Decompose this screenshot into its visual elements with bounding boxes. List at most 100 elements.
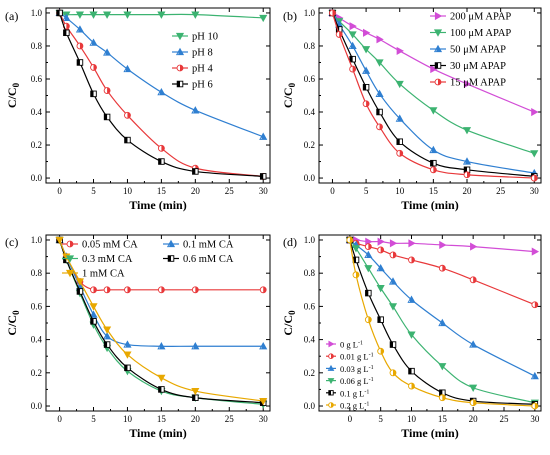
data-point: [439, 240, 447, 250]
data-point: [388, 277, 398, 285]
legend-label: 200 μM APAP: [450, 12, 511, 23]
legend-item-100-m-apap: 100 μM APAP: [430, 28, 511, 39]
legend: 0 g L-1 0.01 g L-1 0.03 g L-1 0.06 g L-1 0.1…: [326, 340, 374, 411]
legend-marker: [176, 64, 184, 72]
data-point: [388, 303, 398, 311]
data-point: [259, 342, 268, 350]
legend-item-0-1-g-l-1: 0.1 g L-1: [326, 388, 369, 398]
data-point: [158, 386, 165, 393]
legend-item-0-03-g-l-1: 0.03 g L-1: [326, 364, 374, 374]
data-point: [191, 106, 200, 114]
legend-marker: [167, 255, 175, 262]
data-point: [259, 173, 267, 180]
x-tick-label: 5: [91, 186, 96, 196]
legend-marker: [65, 269, 75, 278]
data-point: [192, 168, 199, 175]
data-point: [376, 108, 383, 116]
data-point: [438, 363, 447, 371]
data-point: [103, 286, 111, 294]
y-tick-label: 0.0: [31, 173, 43, 183]
panel-label: (d): [283, 235, 297, 249]
x-tick-label: 15: [429, 186, 439, 196]
legend-marker: [175, 32, 185, 41]
legend-label: 0.3 mM CA: [82, 254, 133, 265]
data-point: [259, 14, 268, 23]
y-tick-label: 0.4: [304, 107, 316, 117]
y-tick-label: 0.0: [304, 401, 316, 411]
data-point: [396, 46, 404, 55]
data-point: [396, 138, 403, 145]
x-tick-label: 25: [225, 186, 235, 196]
legend-label: 0.2 g L-1: [340, 401, 369, 411]
data-point: [346, 236, 354, 244]
data-point: [76, 288, 84, 295]
data-point: [530, 150, 539, 158]
data-point: [430, 65, 438, 74]
x-tick-label: 25: [225, 414, 235, 424]
data-point: [259, 286, 267, 294]
data-point: [89, 310, 98, 318]
data-point: [191, 11, 200, 19]
x-tick-label: 30: [530, 186, 540, 196]
legend-item-ph-10: pH 10: [172, 32, 218, 43]
series-0-g-l-1: [346, 235, 540, 256]
data-point: [362, 46, 371, 54]
x-tick-label: 5: [378, 414, 383, 424]
legend-marker: [434, 62, 442, 69]
legend-item-ph-4: pH 4: [172, 64, 213, 75]
data-point: [76, 42, 84, 50]
panel-label: (a): [5, 9, 18, 23]
data-point: [408, 239, 416, 248]
series-15-m-apap: [329, 9, 538, 182]
x-tick-label: 25: [496, 186, 506, 196]
x-tick-label: 15: [157, 186, 167, 196]
legend-marker: [327, 378, 335, 385]
data-point: [463, 171, 471, 179]
legend-marker: [433, 44, 443, 53]
x-tick-label: 5: [91, 414, 96, 424]
legend-label: 15 μM APAP: [450, 78, 506, 89]
legend-marker: [328, 340, 335, 348]
data-point: [192, 394, 199, 401]
series-line: [349, 239, 536, 377]
series-0-06-g-l-1: [345, 236, 539, 407]
legend-label: 50 μM APAP: [450, 45, 506, 56]
data-point: [429, 107, 438, 115]
y-tick-label: 1.0: [304, 235, 316, 245]
y-axis-title: C/C0: [281, 310, 297, 336]
data-point: [408, 367, 415, 375]
data-point: [531, 247, 540, 256]
legend-marker: [166, 239, 176, 248]
data-point: [363, 28, 371, 37]
x-tick-label: 10: [123, 186, 133, 196]
data-point: [375, 89, 384, 97]
x-tick-label: 30: [530, 414, 540, 424]
data-point: [407, 331, 416, 339]
data-point: [89, 11, 98, 19]
data-point: [377, 237, 385, 246]
data-point: [90, 90, 97, 98]
data-point: [259, 132, 268, 140]
data-point: [429, 166, 437, 174]
x-tick-label: 20: [191, 414, 201, 424]
legend-item-0-2-g-l-1: 0.2 g L-1: [326, 401, 369, 411]
legend-label: 30 μM APAP: [450, 61, 506, 72]
data-point: [531, 301, 539, 309]
legend-item-200-m-apap: 200 μM APAP: [430, 12, 511, 23]
data-point: [365, 289, 372, 297]
legend-item-0-6-mm-ca: 0.6 mM CA: [163, 254, 234, 265]
legend-label: 0.1 mM CA: [183, 240, 234, 251]
legend-marker: [328, 353, 334, 359]
data-point: [430, 159, 437, 167]
data-point: [389, 251, 397, 259]
data-point: [362, 83, 370, 91]
series-line: [59, 12, 264, 138]
legend-label: 0.1 g L-1: [340, 388, 369, 398]
legend-label: pH 6: [192, 80, 213, 91]
data-point: [75, 25, 85, 33]
data-point: [531, 107, 539, 117]
legend-marker: [433, 29, 443, 37]
y-tick-label: 0.8: [304, 41, 316, 51]
data-point: [377, 246, 385, 254]
